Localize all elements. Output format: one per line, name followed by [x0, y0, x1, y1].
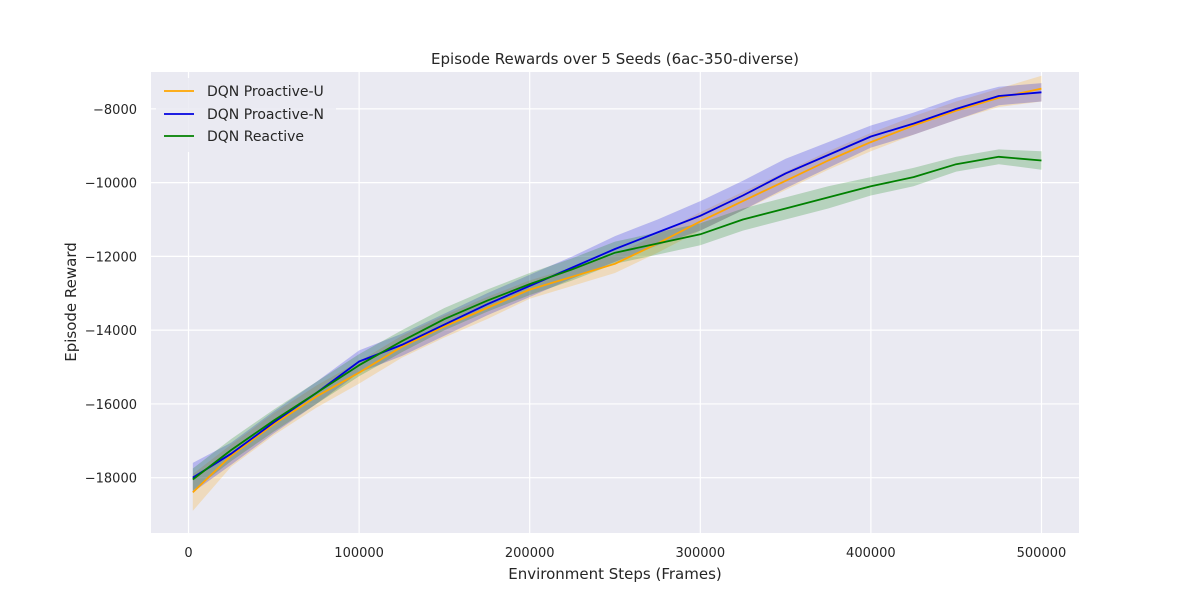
series-line-dqn-proactive-n [192, 91, 1042, 479]
y-tick-label: −8000 [93, 103, 137, 118]
series-line-dqn-reactive [192, 155, 1042, 481]
x-tick-label: 400000 [846, 546, 896, 561]
legend-label-proactive-n: DQN Proactive-N [207, 107, 324, 123]
x-tick-label: 200000 [505, 546, 555, 561]
series-line-dqn-proactive-u [192, 87, 1042, 494]
y-tick-label: −18000 [85, 472, 137, 487]
x-tick-label: 300000 [675, 546, 725, 561]
x-tick-label: 500000 [1017, 546, 1067, 561]
legend-label-reactive: DQN Reactive [207, 129, 304, 145]
x-tick-label: 0 [184, 546, 192, 561]
chart-title: Episode Rewards over 5 Seeds (6ac-350-di… [431, 50, 799, 68]
x-tick-labels: 0 100000 200000 300000 400000 500000 [184, 546, 1066, 561]
series-lines [192, 87, 1042, 494]
x-tick-label: 100000 [334, 546, 384, 561]
band-dqn-proactive-u [192, 75, 1042, 511]
y-tick-label: −16000 [85, 398, 137, 413]
y-tick-label: −12000 [85, 250, 137, 265]
x-axis-label: Environment Steps (Frames) [508, 565, 722, 583]
y-tick-label: −14000 [85, 324, 137, 339]
y-tick-labels: −18000 −16000 −14000 −12000 −10000 −8000 [85, 103, 137, 487]
legend-label-proactive-u: DQN Proactive-U [207, 84, 324, 100]
y-tick-label: −10000 [85, 177, 137, 192]
y-axis-label: Episode Reward [62, 242, 80, 362]
legend: DQN Proactive-U DQN Proactive-N DQN Reac… [156, 78, 336, 152]
confidence-bands [192, 75, 1042, 511]
legend-box [156, 78, 336, 152]
